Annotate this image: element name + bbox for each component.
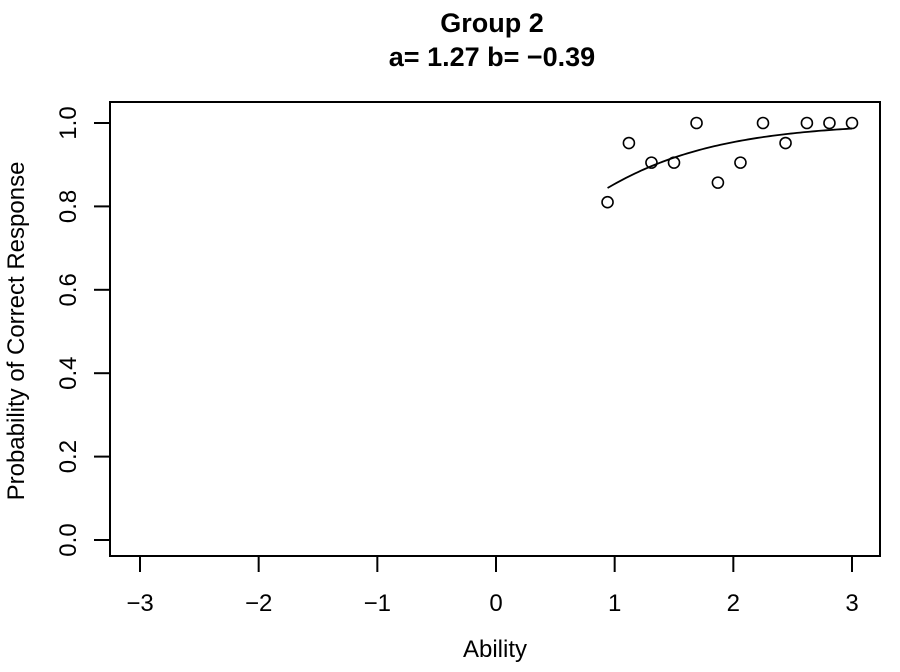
data-point xyxy=(800,116,814,130)
data-point xyxy=(711,176,725,189)
data-point xyxy=(690,116,703,130)
data-points xyxy=(601,116,859,209)
x-axis-label: Ability xyxy=(463,636,527,663)
x-tick-label: −2 xyxy=(245,590,272,617)
y-axis: 0.0 0.2 0.4 0.6 0.8 1.0 xyxy=(55,106,111,557)
y-tick-label: 1.0 xyxy=(55,106,82,139)
x-tick-label: 1 xyxy=(608,590,621,617)
data-point xyxy=(756,116,770,130)
x-tick-label: 3 xyxy=(845,590,858,617)
data-point xyxy=(779,136,792,150)
y-tick-label: 0.0 xyxy=(55,523,82,556)
x-tick-label: 2 xyxy=(727,590,740,617)
data-point xyxy=(667,156,681,169)
y-tick-label: 0.6 xyxy=(55,273,82,306)
y-tick-label: 0.2 xyxy=(55,440,82,473)
x-tick-label: −3 xyxy=(126,590,153,617)
fitted-curve xyxy=(607,127,853,189)
data-point xyxy=(622,136,636,150)
data-point xyxy=(845,116,859,130)
data-point xyxy=(734,156,747,169)
y-axis-label: Probability of Correct Response xyxy=(3,162,30,501)
plot-frame xyxy=(109,101,881,557)
x-tick-label: 0 xyxy=(489,590,502,617)
x-tick-label: −1 xyxy=(364,590,391,617)
x-axis: −3 −2 −1 0 1 2 3 xyxy=(126,555,859,617)
y-tick-label: 0.4 xyxy=(55,357,82,390)
data-point xyxy=(601,195,614,209)
chart-title: Group 2 xyxy=(440,8,544,38)
y-tick-label: 0.8 xyxy=(55,190,82,223)
data-point xyxy=(645,156,658,169)
chart-subtitle: a= 1.27 b= −0.39 xyxy=(389,42,595,72)
data-point xyxy=(823,116,836,130)
